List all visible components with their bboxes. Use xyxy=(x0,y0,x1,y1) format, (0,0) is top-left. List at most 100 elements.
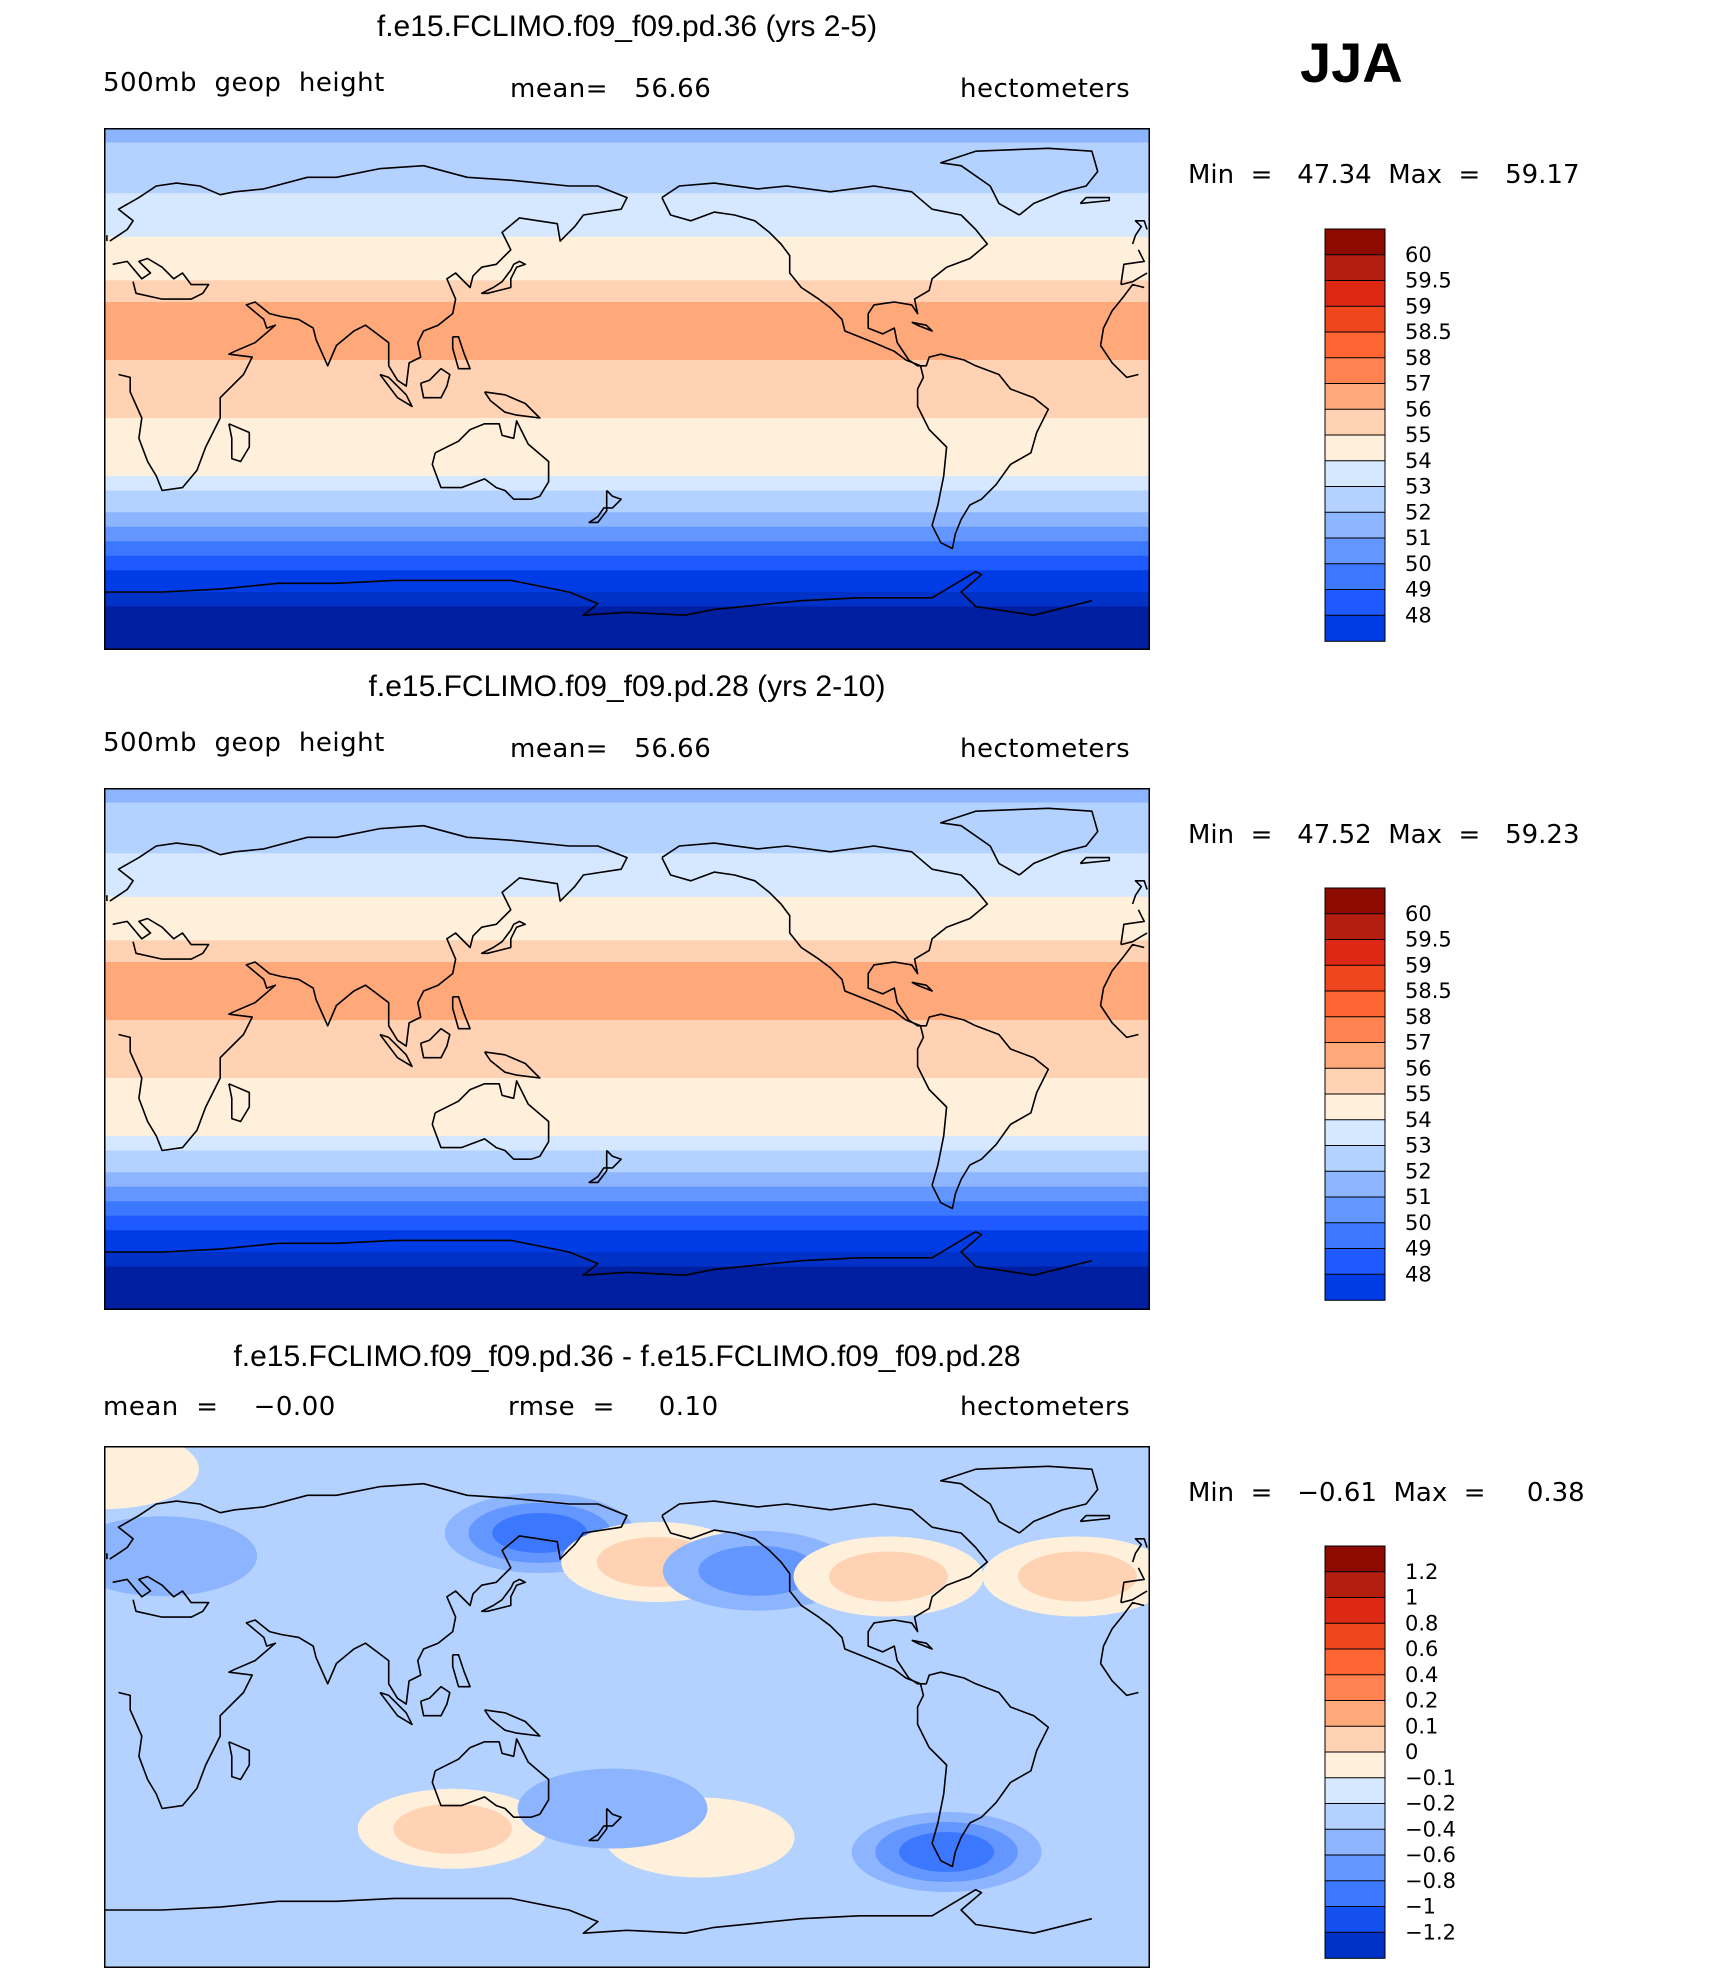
coastline xyxy=(419,367,451,399)
map-frame xyxy=(104,1446,1150,1968)
contour-band xyxy=(104,1288,1150,1297)
colorbar-box xyxy=(1324,1931,1386,1959)
contour-band xyxy=(104,1128,1150,1137)
contour-band xyxy=(104,933,1150,941)
anomaly-contour xyxy=(698,1545,818,1596)
contour-band xyxy=(104,236,1150,245)
field-layer xyxy=(104,788,1150,1310)
colorbar-tick-label: 59.5 xyxy=(1405,269,1452,293)
colorbar-box xyxy=(1324,939,1386,967)
contour-band xyxy=(104,142,1150,151)
contour-band xyxy=(104,563,1150,571)
panel-3-colorbar: 1.2 1 0.8 0.6 0.4 0.2 0.1 0 −0.1 −0.2 −0.4 −0.6 −0.8… xyxy=(1324,1545,1456,1959)
coastline xyxy=(431,1738,550,1818)
contour-band xyxy=(104,526,1150,535)
contour-band xyxy=(104,1172,1150,1181)
colorbar-tick-label: 50 xyxy=(1405,1211,1432,1235)
colorbar-box xyxy=(1324,913,1386,941)
anomaly-contour xyxy=(829,1551,948,1602)
colorbar-box xyxy=(1324,1751,1386,1779)
contour-band xyxy=(104,294,1150,303)
contour-band xyxy=(104,1237,1150,1246)
colorbar-tick-label: 51 xyxy=(1405,526,1432,550)
contour-band xyxy=(104,1143,1150,1152)
colorbar-tick-label: 56 xyxy=(1405,397,1432,421)
contour-band xyxy=(104,280,1150,289)
contour-band xyxy=(104,1157,1150,1166)
panel-3-minmax: Min = −0.61 Max = 0.38 xyxy=(1188,1478,1585,1508)
colorbar-box xyxy=(1324,228,1386,256)
contour-band xyxy=(104,1078,1150,1086)
colorbar-tick-label: 59 xyxy=(1405,294,1432,318)
colorbar-tick-label: 52 xyxy=(1405,500,1432,524)
colorbar-box xyxy=(1324,511,1386,539)
contour-band xyxy=(104,410,1150,419)
contour-band xyxy=(104,628,1150,637)
contour-band xyxy=(104,1049,1150,1057)
contour-band xyxy=(104,925,1150,934)
coastline xyxy=(483,1709,541,1737)
colorbar-box xyxy=(1324,254,1386,282)
contour-band xyxy=(104,1186,1150,1195)
colorbar-tick-label: 53 xyxy=(1405,1134,1432,1158)
contour-band xyxy=(104,991,1150,999)
colorbar-box xyxy=(1324,331,1386,359)
colorbar-tick-label: 55 xyxy=(1405,1082,1432,1106)
contour-band xyxy=(104,483,1150,492)
contour-band xyxy=(104,222,1150,231)
coastlines xyxy=(104,807,1148,1276)
coastline xyxy=(483,391,541,419)
contour-band xyxy=(104,128,1150,136)
colorbar-tick-label: 55 xyxy=(1405,423,1432,447)
contour-band xyxy=(104,490,1150,499)
contour-band xyxy=(104,316,1150,325)
anomaly-contour xyxy=(492,1513,588,1553)
contour-band xyxy=(104,1252,1150,1260)
contour-band xyxy=(104,454,1150,463)
contour-band xyxy=(104,258,1150,267)
contour-band xyxy=(104,1114,1150,1123)
contour-band xyxy=(104,1266,1150,1275)
contour-band xyxy=(104,439,1150,448)
colorbar-tick-label: 53 xyxy=(1405,475,1432,499)
contour-band xyxy=(104,795,1150,804)
contour-band xyxy=(104,1012,1150,1021)
panel-3-map xyxy=(104,1446,1150,1968)
colorbar-box xyxy=(1324,280,1386,308)
coastline xyxy=(228,1741,251,1781)
colorbar-box xyxy=(1324,589,1386,617)
contour-band xyxy=(104,1273,1150,1282)
contour-band xyxy=(104,164,1150,173)
colorbar-box xyxy=(1324,1854,1386,1882)
colorbar-tick-label: −0.1 xyxy=(1405,1766,1456,1790)
coastline xyxy=(451,336,471,370)
colorbar-box xyxy=(1324,537,1386,565)
colorbar-tick-label: 48 xyxy=(1405,1262,1432,1286)
colorbar-box xyxy=(1324,1196,1386,1224)
contour-band xyxy=(104,904,1150,912)
contour-band xyxy=(104,1281,1150,1289)
coastline xyxy=(106,220,1148,245)
contour-band xyxy=(104,882,1150,891)
coastline xyxy=(661,842,1050,1210)
colorbar-tick-label: 1 xyxy=(1405,1586,1418,1610)
colorbar-box xyxy=(1324,1222,1386,1250)
colorbar-tick-label: 52 xyxy=(1405,1159,1432,1183)
colorbar-box xyxy=(1324,486,1386,514)
contour-band xyxy=(104,1201,1150,1210)
anomaly-contour xyxy=(393,1803,513,1854)
contour-band xyxy=(104,497,1150,506)
colorbar-box xyxy=(1324,1145,1386,1173)
contour-band xyxy=(104,1179,1150,1188)
contour-band xyxy=(104,577,1150,586)
colorbar-box xyxy=(1324,1067,1386,1095)
contour-band xyxy=(104,1259,1150,1268)
colorbar-tick-label: −0.2 xyxy=(1405,1792,1456,1816)
coastline xyxy=(480,260,527,295)
contour-band xyxy=(104,947,1150,956)
coastline xyxy=(588,489,622,524)
contour-band xyxy=(104,425,1150,434)
colorbar-tick-label: 0.8 xyxy=(1405,1611,1438,1635)
coastline xyxy=(228,1083,251,1123)
